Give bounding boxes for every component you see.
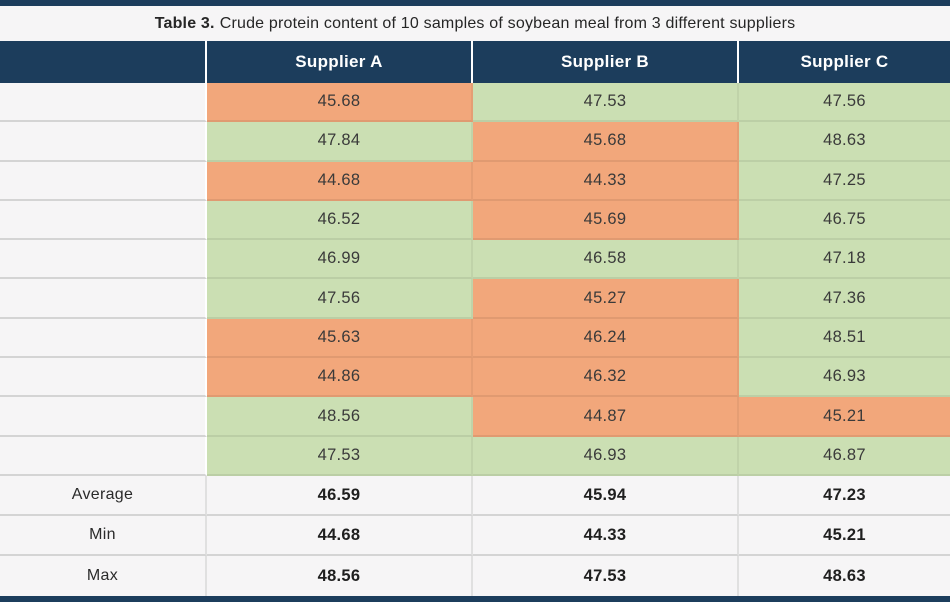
row-label-cell — [0, 200, 207, 241]
table-row: 44.68 44.33 47.25 — [0, 161, 950, 201]
data-cell: 47.53 — [207, 436, 473, 476]
data-cell: 47.56 — [739, 83, 950, 123]
data-cell: 44.68 — [207, 161, 473, 201]
table-row: 48.56 44.87 45.21 — [0, 397, 950, 437]
summary-label: Max — [0, 556, 207, 596]
data-cell: 47.25 — [739, 161, 950, 201]
row-label-cell — [0, 358, 207, 398]
summary-value-cell: 45.21 — [739, 516, 950, 556]
data-cell: 45.27 — [473, 279, 739, 319]
data-cell: 47.18 — [739, 240, 950, 280]
row-label-cell — [0, 279, 207, 319]
row-label-cell — [0, 436, 207, 476]
data-cell: 45.68 — [207, 83, 473, 123]
row-label-cell — [0, 240, 207, 280]
data-cell: 46.75 — [739, 200, 950, 241]
data-cell: 44.33 — [473, 161, 739, 201]
row-label-cell — [0, 318, 207, 359]
row-label-cell — [0, 122, 207, 162]
corner-header-cell — [0, 41, 207, 83]
data-cell: 46.93 — [473, 436, 739, 476]
data-cell: 45.68 — [473, 122, 739, 162]
summary-value-cell: 48.63 — [739, 556, 950, 596]
data-cell: 47.53 — [473, 83, 739, 123]
data-cell: 46.93 — [739, 358, 950, 398]
table-title: Table 3. Crude protein content of 10 sam… — [0, 6, 950, 41]
data-cell: 46.32 — [473, 358, 739, 398]
data-cell: 48.51 — [739, 318, 950, 359]
header-row: Supplier A Supplier B Supplier C — [0, 41, 950, 83]
column-header-supplier-a: Supplier A — [207, 41, 473, 83]
bottom-accent-bar — [0, 596, 950, 602]
data-cell: 46.87 — [739, 436, 950, 476]
data-cell: 48.63 — [739, 122, 950, 162]
data-cell: 48.56 — [207, 397, 473, 437]
summary-value-cell: 45.94 — [473, 476, 739, 516]
data-cell: 47.36 — [739, 279, 950, 319]
table-row: 46.52 45.69 46.75 — [0, 200, 950, 241]
summary-value-cell: 47.53 — [473, 556, 739, 596]
row-label-cell — [0, 83, 207, 123]
data-cell: 45.69 — [473, 200, 739, 241]
summary-label: Average — [0, 476, 207, 516]
table-row: 47.56 45.27 47.36 — [0, 279, 950, 319]
data-cell: 45.21 — [739, 397, 950, 437]
summary-row-max: Max 48.56 47.53 48.63 — [0, 556, 950, 596]
top-accent-bar — [0, 0, 950, 6]
data-cell: 44.86 — [207, 358, 473, 398]
summary-value-cell: 44.68 — [207, 516, 473, 556]
data-cell: 47.56 — [207, 279, 473, 319]
table-row: 44.86 46.32 46.93 — [0, 358, 950, 398]
data-cell: 44.87 — [473, 397, 739, 437]
table-title-prefix: Table 3. — [154, 14, 215, 32]
summary-value-cell: 44.33 — [473, 516, 739, 556]
table-row: 46.99 46.58 47.18 — [0, 240, 950, 280]
row-label-cell — [0, 397, 207, 437]
data-table: Supplier A Supplier B Supplier C 45.68 47… — [0, 41, 950, 596]
summary-row-min: Min 44.68 44.33 45.21 — [0, 516, 950, 556]
column-header-supplier-b: Supplier B — [473, 41, 739, 83]
column-header-supplier-c: Supplier C — [739, 41, 950, 83]
summary-value-cell: 46.59 — [207, 476, 473, 516]
table-title-text: Crude protein content of 10 samples of s… — [219, 14, 796, 32]
table-row: 47.84 45.68 48.63 — [0, 122, 950, 162]
data-cell: 46.52 — [207, 200, 473, 241]
data-cell: 46.24 — [473, 318, 739, 359]
data-cell: 47.84 — [207, 122, 473, 162]
data-cell: 46.58 — [473, 240, 739, 280]
summary-value-cell: 48.56 — [207, 556, 473, 596]
summary-label: Min — [0, 516, 207, 556]
data-cell: 45.63 — [207, 318, 473, 359]
data-cell: 46.99 — [207, 240, 473, 280]
summary-value-cell: 47.23 — [739, 476, 950, 516]
table-row: 45.68 47.53 47.56 — [0, 83, 950, 123]
table-row: 47.53 46.93 46.87 — [0, 436, 950, 476]
row-label-cell — [0, 161, 207, 201]
summary-row-average: Average 46.59 45.94 47.23 — [0, 476, 950, 516]
table-row: 45.63 46.24 48.51 — [0, 318, 950, 359]
